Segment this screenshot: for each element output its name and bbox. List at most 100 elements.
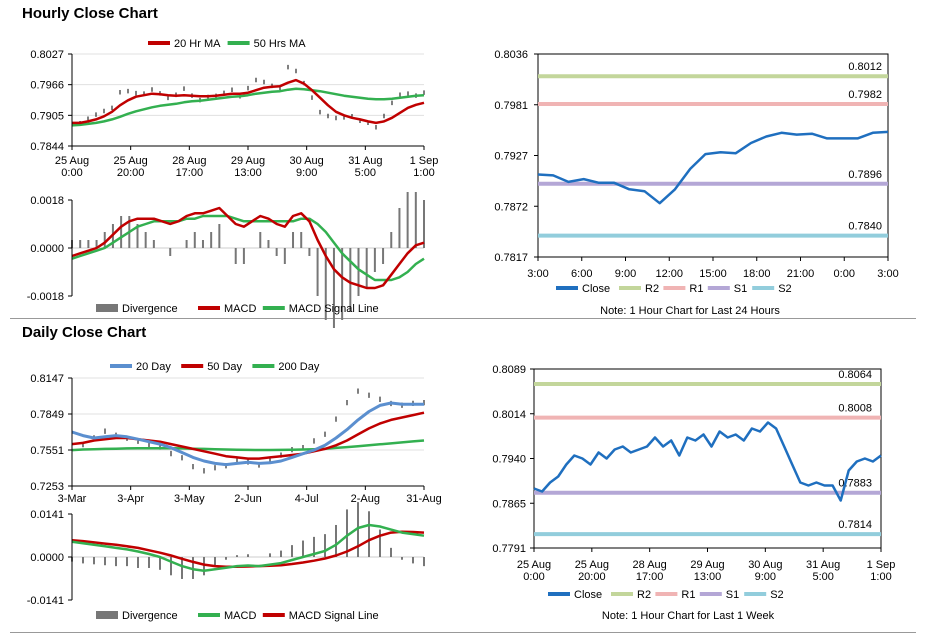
- hourly-24h-x-tick-label: 18:00: [743, 268, 771, 280]
- daily-price-y-tick-label: 0.7849: [30, 409, 64, 421]
- daily-price-x-tick-label: 31-Aug: [406, 493, 441, 505]
- daily-price-x-tick-label: 3-Mar: [58, 493, 87, 505]
- hourly-price-legend-label: 50 Hrs MA: [254, 38, 307, 50]
- hourly-macd-y-tick-label: 0.0000: [30, 243, 64, 255]
- hourly-24h-frame: [537, 53, 889, 258]
- daily-price-x-tick-label: 2-Aug: [351, 493, 380, 505]
- daily-price-y-tick-label: 0.7551: [30, 445, 64, 457]
- section-divider: [10, 318, 916, 319]
- daily-week-x-tick-label: 25 Aug 20:00: [575, 559, 609, 583]
- hourly-price-x-tick-label: 25 Aug 0:00: [55, 155, 89, 179]
- hourly-24h-y-tick-label: 0.8036: [494, 49, 528, 61]
- daily-macd-legend-label: Divergence: [122, 610, 178, 622]
- daily-week-x-tick-label: 29 Aug 13:00: [690, 559, 724, 583]
- daily-price-y-tick-label: 0.8147: [30, 373, 64, 385]
- hourly-price-bars: [71, 64, 425, 130]
- daily-macd-y-tick-label: -0.0141: [27, 595, 64, 607]
- level-label-r1: 0.7982: [848, 89, 882, 101]
- level-label-s2: 0.7840: [848, 221, 882, 233]
- hourly-24h-legend-label: R1: [689, 283, 703, 295]
- hourly-section-title: Hourly Close Chart: [22, 5, 158, 22]
- level-label-r2: 0.8012: [848, 61, 882, 73]
- daily-macd-y-tick-label: 0.0000: [30, 552, 64, 564]
- hourly-24h-close-line: [537, 130, 889, 205]
- daily-week-close-line: [533, 421, 882, 502]
- daily-week-legend-label: S2: [770, 589, 783, 601]
- hourly-24h-x-tick-label: 3:00: [527, 268, 548, 280]
- hourly-ma20-line: [72, 78, 425, 125]
- daily-week-x-tick-label: 28 Aug 17:00: [633, 559, 667, 583]
- hourly-24h-legend-label: R2: [645, 283, 659, 295]
- daily-week-legend-label: R1: [681, 589, 695, 601]
- daily-price-x-tick-label: 2-Jun: [234, 493, 262, 505]
- hourly-24h-x-tick-label: 9:00: [615, 268, 636, 280]
- daily-price-x-tick-label: 3-Apr: [117, 493, 144, 505]
- daily-week-y-tick-label: 0.8089: [492, 364, 526, 376]
- daily-price-x-tick-label: 4-Jul: [295, 493, 319, 505]
- daily-macd-legend-label: MACD: [224, 610, 256, 622]
- hourly-price-x-tick-label: 29 Aug 13:00: [231, 155, 265, 179]
- daily-week-y-tick-label: 0.7865: [492, 498, 526, 510]
- hourly-24h-y-tick-label: 0.7981: [494, 100, 528, 112]
- hourly-price-y-tick-label: 0.7905: [30, 110, 64, 122]
- hourly-price-x-tick-label: 31 Aug 5:00: [348, 155, 382, 179]
- hourly-24h-x-tick-label: 21:00: [787, 268, 815, 280]
- hourly-24h-note: Note: 1 Hour Chart for Last 24 Hours: [600, 305, 780, 317]
- daily-week-legend-label: S1: [726, 589, 739, 601]
- level-label-r1: 0.8008: [838, 403, 872, 415]
- hourly-24h-legend-label: S1: [734, 283, 747, 295]
- hourly-24h-x-tick-label: 6:00: [571, 268, 592, 280]
- hourly-signal-line: [71, 214, 425, 282]
- hourly-24h-y-tick-label: 0.7817: [494, 252, 528, 264]
- hourly-macd-y-tick-label: -0.0018: [27, 291, 64, 303]
- daily-week-y-tick-label: 0.8014: [492, 409, 526, 421]
- level-label-r2: 0.8064: [838, 369, 872, 381]
- daily-week-x-tick-label: 30 Aug 9:00: [748, 559, 782, 583]
- daily-section-title: Daily Close Chart: [22, 324, 147, 341]
- hourly-divergence: [71, 192, 425, 328]
- daily-price-legend-label: 50 Day: [207, 361, 242, 373]
- hourly-24h-y-tick-label: 0.7872: [494, 201, 528, 213]
- daily-week-y-tick-label: 0.7791: [492, 543, 526, 555]
- daily-ma20-line: [71, 401, 424, 467]
- hourly-macd-line: [71, 206, 425, 290]
- daily-macd-line: [71, 523, 425, 572]
- daily-week-y-tick-label: 0.7940: [492, 454, 526, 466]
- daily-price-legend-label: 20 Day: [136, 361, 171, 373]
- hourly-price-x-tick-label: 28 Aug 17:00: [172, 155, 206, 179]
- hourly-24h-y-tick-label: 0.7927: [494, 151, 528, 163]
- daily-ma200-line: [71, 439, 425, 452]
- hourly-price-x-tick-label: 1 Sep 1:00: [410, 155, 439, 179]
- hourly-price-y-tick-label: 0.7844: [30, 141, 64, 153]
- hourly-price-legend-label: 20 Hr MA: [174, 38, 221, 50]
- hourly-price-y-tick-label: 0.7966: [30, 80, 64, 92]
- daily-week-x-tick-label: 1 Sep 1:00: [867, 559, 896, 583]
- daily-price-y-tick-label: 0.7253: [30, 481, 64, 493]
- daily-week-frame: [533, 368, 882, 549]
- hourly-macd-y-tick-label: 0.0018: [30, 195, 64, 207]
- hourly-price-x-tick-label: 30 Aug 9:00: [290, 155, 324, 179]
- bottom-divider: [10, 632, 916, 633]
- hourly-macd-legend-label: MACD: [224, 303, 256, 315]
- daily-week-legend-label: Close: [574, 589, 602, 601]
- hourly-24h-x-tick-label: 3:00: [877, 268, 898, 280]
- daily-price-legend-label: 200 Day: [278, 361, 319, 373]
- hourly-ma50-line: [71, 87, 425, 127]
- daily-macd-y-tick-label: 0.0141: [30, 509, 64, 521]
- hourly-24h-x-tick-label: 12:00: [655, 268, 683, 280]
- daily-week-x-tick-label: 25 Aug 0:00: [517, 559, 551, 583]
- hourly-price-y-tick-label: 0.8027: [30, 49, 64, 61]
- hourly-24h-x-tick-label: 15:00: [699, 268, 727, 280]
- hourly-macd-legend-label: Divergence: [122, 303, 178, 315]
- level-label-s1: 0.7896: [848, 169, 882, 181]
- level-label-s2: 0.7814: [838, 519, 872, 531]
- daily-week-legend-label: R2: [637, 589, 651, 601]
- hourly-24h-legend-label: Close: [582, 283, 610, 295]
- daily-macd-legend-label: MACD Signal Line: [289, 610, 379, 622]
- hourly-24h-x-tick-label: 0:00: [834, 268, 855, 280]
- hourly-macd-legend-label: MACD Signal Line: [289, 303, 379, 315]
- daily-week-note: Note: 1 Hour Chart for Last 1 Week: [602, 610, 775, 622]
- hourly-24h-legend-label: S2: [778, 283, 791, 295]
- daily-week-x-tick-label: 31 Aug 5:00: [806, 559, 840, 583]
